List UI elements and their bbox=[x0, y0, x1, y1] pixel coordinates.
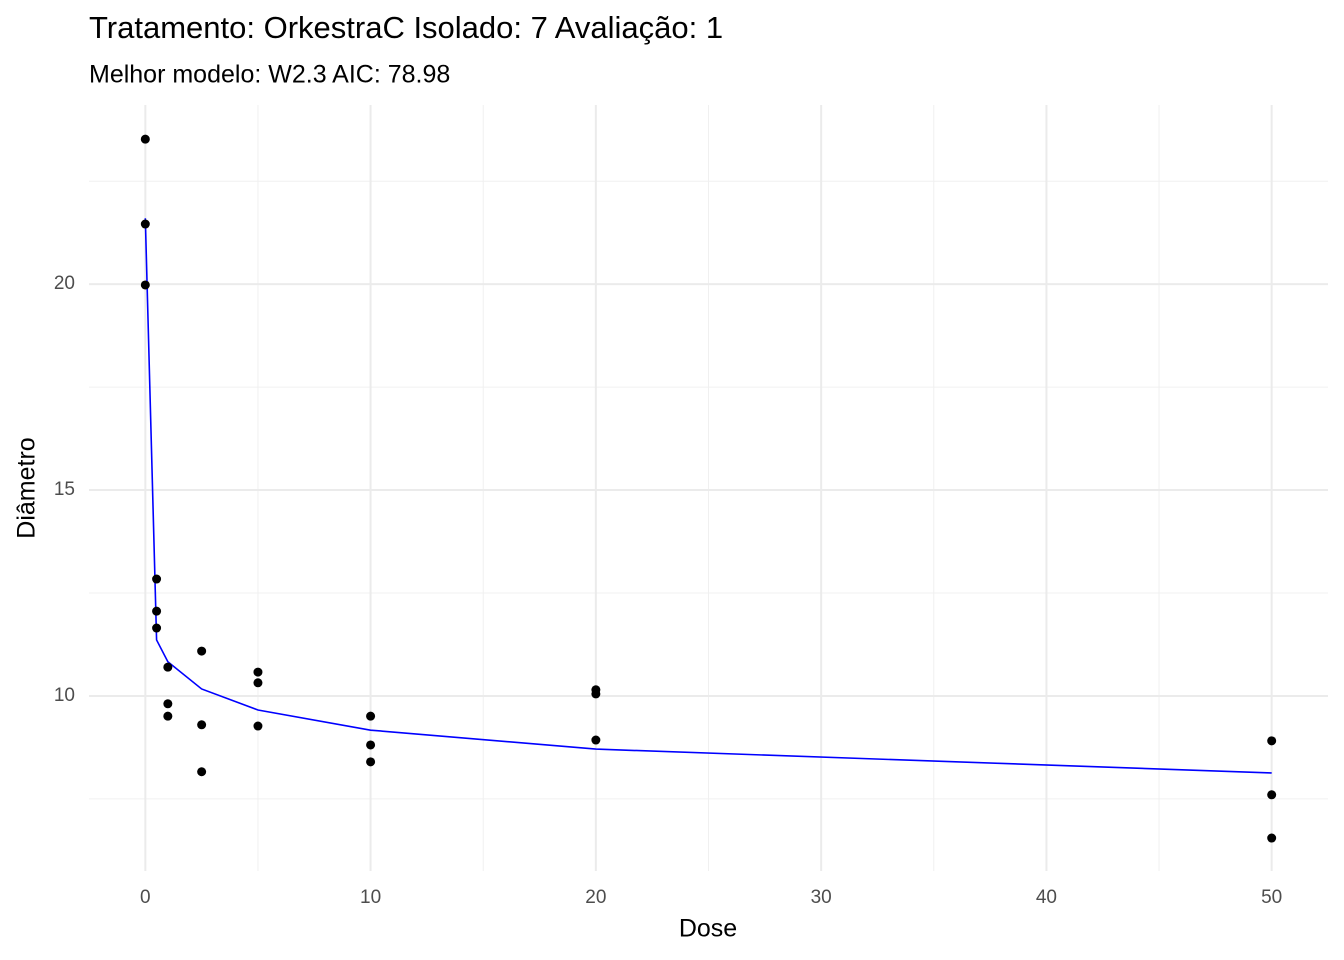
y-axis-label: Diâmetro bbox=[13, 437, 41, 538]
x-tick-label: 0 bbox=[140, 887, 151, 908]
data-point bbox=[366, 740, 376, 750]
data-point bbox=[1267, 790, 1277, 800]
x-axis-label: Dose bbox=[679, 915, 737, 943]
x-tick-label: 40 bbox=[1036, 887, 1057, 908]
data-point bbox=[366, 711, 376, 721]
x-tick-label: 50 bbox=[1261, 887, 1282, 908]
data-point bbox=[591, 735, 601, 745]
data-point bbox=[140, 219, 150, 229]
data-point bbox=[140, 280, 150, 290]
data-point bbox=[197, 720, 207, 730]
data-point bbox=[197, 767, 207, 777]
data-point bbox=[1267, 833, 1277, 843]
data-point bbox=[253, 667, 263, 677]
chart-subtitle: Melhor modelo: W2.3 AIC: 78.98 bbox=[89, 61, 450, 89]
data-point bbox=[152, 574, 162, 584]
data-point bbox=[152, 606, 162, 616]
data-point bbox=[366, 757, 376, 767]
data-point bbox=[197, 646, 207, 656]
data-point bbox=[253, 678, 263, 688]
data-point bbox=[253, 721, 263, 731]
data-point bbox=[591, 689, 601, 699]
data-point bbox=[152, 623, 162, 633]
chart-title: Tratamento: OrkestraC Isolado: 7 Avaliaç… bbox=[89, 10, 723, 45]
y-tick-label: 10 bbox=[54, 685, 75, 706]
y-tick-label: 20 bbox=[54, 273, 75, 294]
data-point bbox=[1267, 736, 1277, 746]
x-tick-label: 30 bbox=[811, 887, 832, 908]
y-tick-label: 15 bbox=[54, 479, 75, 500]
data-point bbox=[140, 134, 150, 144]
data-point bbox=[163, 699, 173, 709]
x-tick-label: 20 bbox=[585, 887, 606, 908]
data-point bbox=[163, 711, 173, 721]
fit-line bbox=[144, 218, 1272, 774]
data-point bbox=[163, 662, 173, 672]
x-tick-label: 10 bbox=[360, 887, 381, 908]
